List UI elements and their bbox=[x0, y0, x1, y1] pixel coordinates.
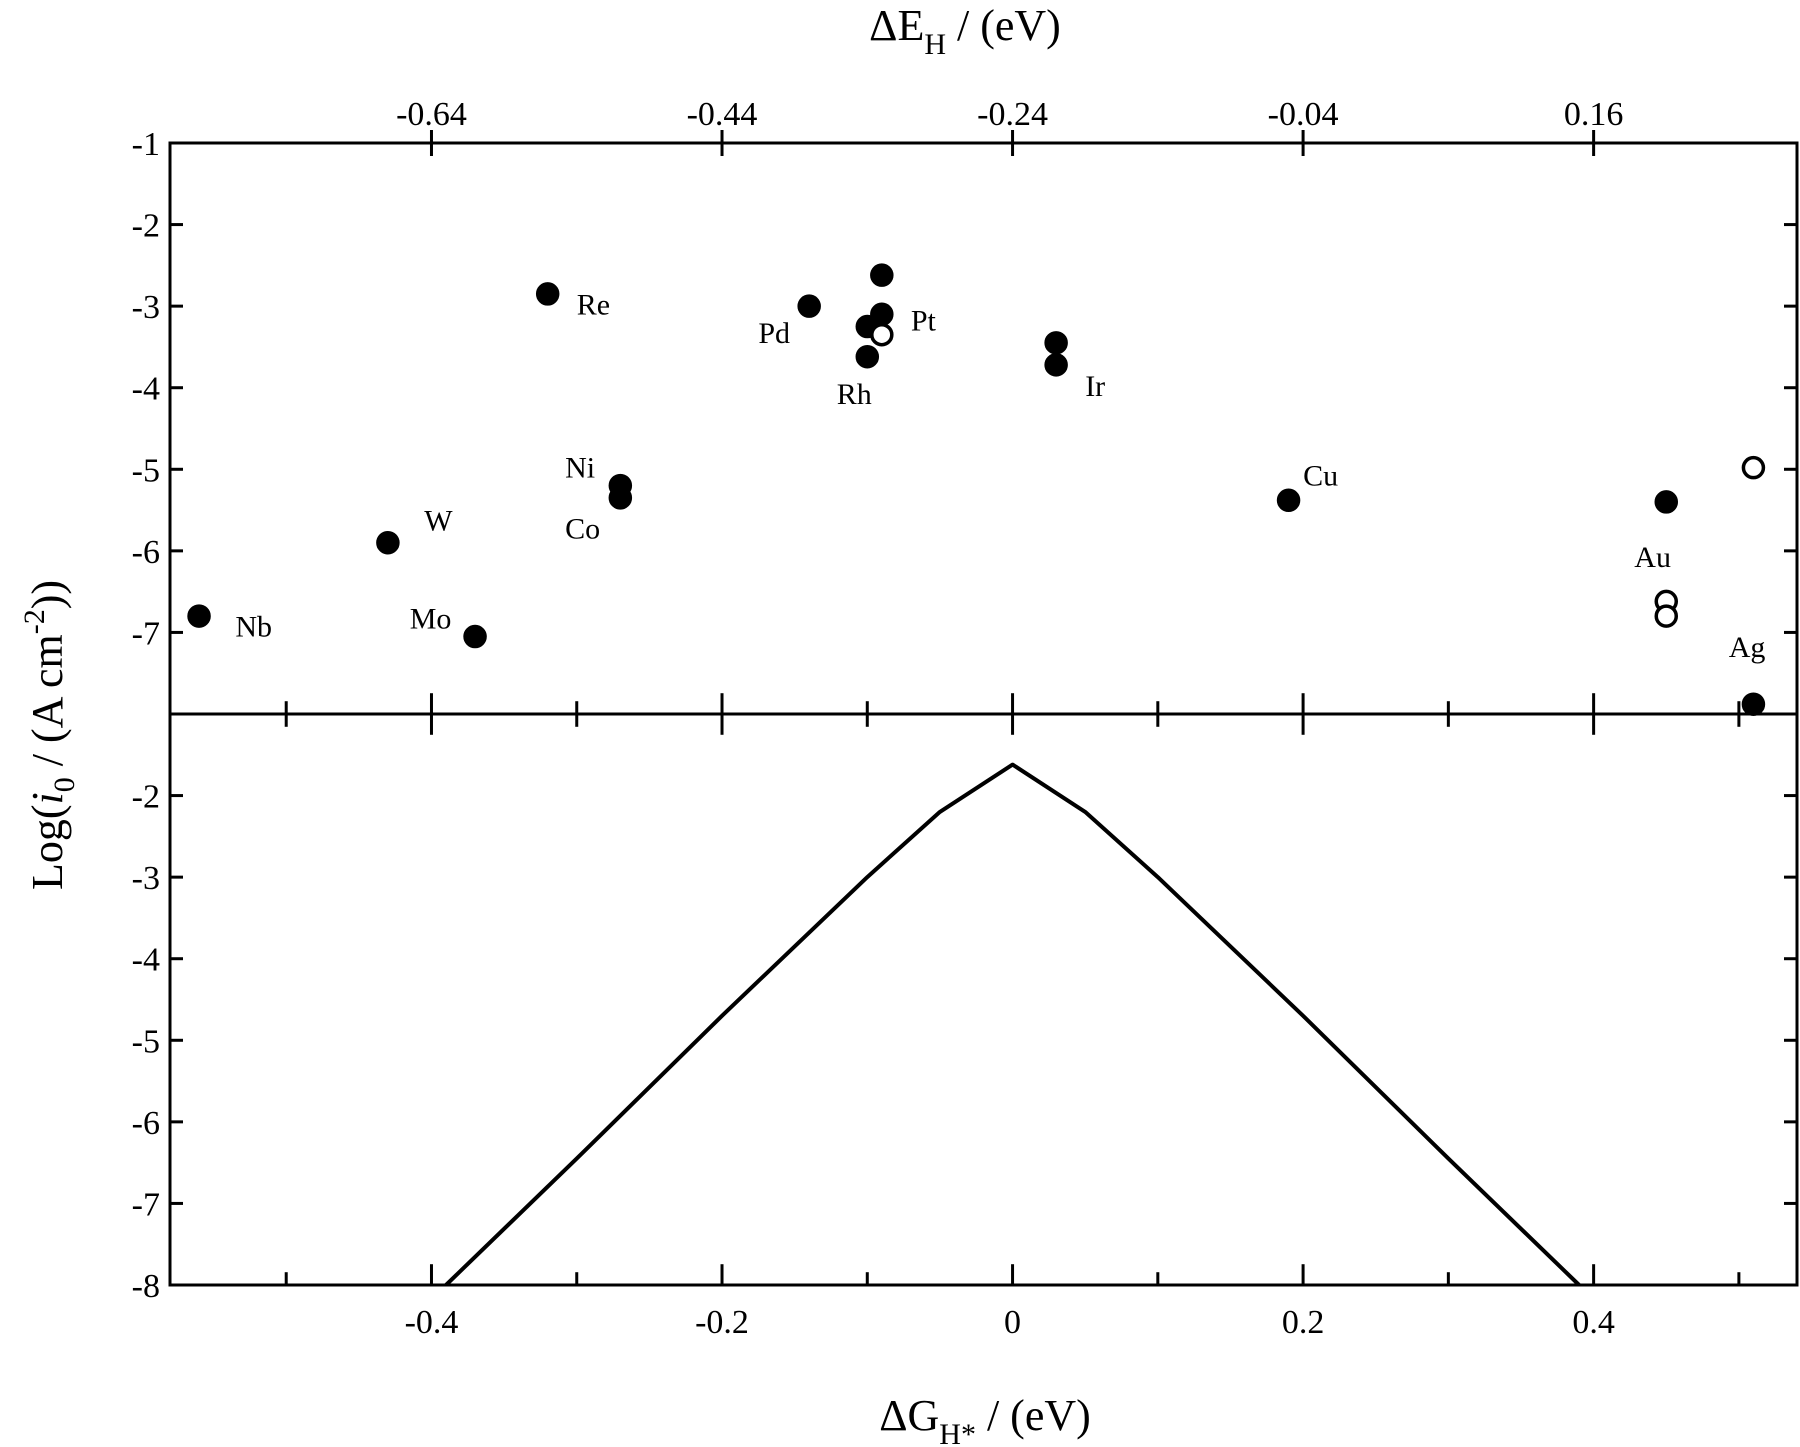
data-point bbox=[1044, 353, 1068, 377]
element-label: Nb bbox=[235, 611, 272, 644]
bottom-panel: -8 -7 -6 -5 -4 -3 -2 -0.4 -0.2 0 0.2 0.4 bbox=[132, 693, 1799, 1341]
bottom-y-tick-label: -6 bbox=[132, 1105, 160, 1142]
data-point bbox=[855, 344, 880, 369]
bottom-x-axis-title: ΔGH* / (eV) bbox=[879, 1391, 1091, 1447]
data-point bbox=[1044, 331, 1068, 355]
top-y-tick-label: -1 bbox=[132, 126, 160, 163]
bottom-y-tick-label: -3 bbox=[132, 860, 160, 897]
data-point bbox=[608, 486, 633, 510]
data-point bbox=[1654, 490, 1679, 514]
data-point-open bbox=[1741, 455, 1766, 480]
y-axis-title: Log(i0 / (A cm-2)) bbox=[18, 580, 81, 890]
bottom-y-tick-label: -5 bbox=[132, 1023, 160, 1060]
top-x-tick-label: -0.24 bbox=[977, 96, 1048, 133]
element-label: Rh bbox=[837, 378, 872, 411]
x-tick-label: 0.2 bbox=[1282, 1304, 1325, 1341]
element-label: Ir bbox=[1085, 370, 1105, 403]
top-panel: -7 -6 -5 -4 -3 -2 -1 -0.64 -0.44 -0.24 -0.04 0.16 Nb… bbox=[132, 96, 1799, 716]
data-point bbox=[1741, 692, 1766, 716]
top-x-axis-title-sub: H bbox=[924, 28, 946, 61]
element-label: Pd bbox=[758, 317, 790, 350]
x-tick-label: 0.4 bbox=[1572, 1304, 1615, 1341]
top-x-axis-title: ΔEH / (eV) bbox=[869, 1, 1061, 61]
bottom-y-tick-label: -8 bbox=[132, 1268, 160, 1305]
bottom-y-tick-label: -2 bbox=[132, 779, 160, 816]
top-x-tick-label: -0.04 bbox=[1268, 96, 1339, 133]
top-x-axis-title-main: ΔE bbox=[869, 1, 924, 50]
y-axis-title-sup: -2 bbox=[18, 609, 51, 634]
bottom-x-axis-title-unit: / (eV) bbox=[976, 1391, 1091, 1440]
element-label: Mo bbox=[410, 602, 452, 635]
data-point-open bbox=[870, 322, 894, 347]
top-y-tick-label: -2 bbox=[132, 208, 160, 245]
element-label: Re bbox=[577, 288, 610, 321]
x-tick-label: -0.2 bbox=[695, 1304, 749, 1341]
data-point bbox=[535, 282, 560, 306]
data-point bbox=[187, 604, 211, 628]
y-axis-title-sub: 0 bbox=[48, 777, 81, 792]
data-point bbox=[463, 624, 487, 649]
y-axis-title-ital: i bbox=[23, 792, 72, 804]
top-x-axis-title-unit: / (eV) bbox=[946, 1, 1061, 50]
volcano-line bbox=[444, 762, 1581, 1287]
top-y-tick-label: -3 bbox=[132, 289, 160, 326]
element-label: Ni bbox=[565, 451, 595, 484]
element-label: Ag bbox=[1729, 631, 1766, 664]
y-axis-title-pre: Log( bbox=[23, 805, 72, 891]
bottom-frame bbox=[168, 712, 1799, 1287]
bottom-x-axis-title-sub: H* bbox=[939, 1418, 976, 1447]
y-axis-title-post: )) bbox=[23, 580, 72, 609]
data-point bbox=[870, 263, 894, 287]
element-label: Cu bbox=[1303, 460, 1338, 493]
bottom-y-tick-label: -7 bbox=[132, 1186, 160, 1223]
top-y-tick-label: -5 bbox=[132, 452, 160, 489]
top-y-tick-label: -7 bbox=[132, 615, 160, 652]
top-y-tick-label: -6 bbox=[132, 534, 160, 571]
data-point bbox=[797, 294, 821, 318]
element-label: Au bbox=[1634, 541, 1671, 574]
top-x-tick-label: -0.44 bbox=[687, 96, 758, 133]
data-point-open bbox=[1654, 604, 1679, 628]
element-label: Co bbox=[565, 513, 600, 546]
element-label: Pt bbox=[911, 305, 937, 338]
top-y-tick-label: -4 bbox=[132, 371, 160, 408]
y-axis-title-mid: / (A cm bbox=[23, 634, 72, 777]
data-point bbox=[376, 530, 400, 555]
element-label: W bbox=[424, 504, 453, 537]
bottom-x-axis-title-main: ΔG bbox=[879, 1391, 939, 1440]
top-x-tick-label: -0.64 bbox=[396, 96, 467, 133]
x-tick-label: 0 bbox=[1004, 1304, 1021, 1341]
data-point bbox=[1276, 488, 1301, 513]
x-tick-label: -0.4 bbox=[405, 1304, 459, 1341]
top-x-tick-label: 0.16 bbox=[1564, 96, 1624, 133]
bottom-y-tick-label: -4 bbox=[132, 942, 160, 979]
